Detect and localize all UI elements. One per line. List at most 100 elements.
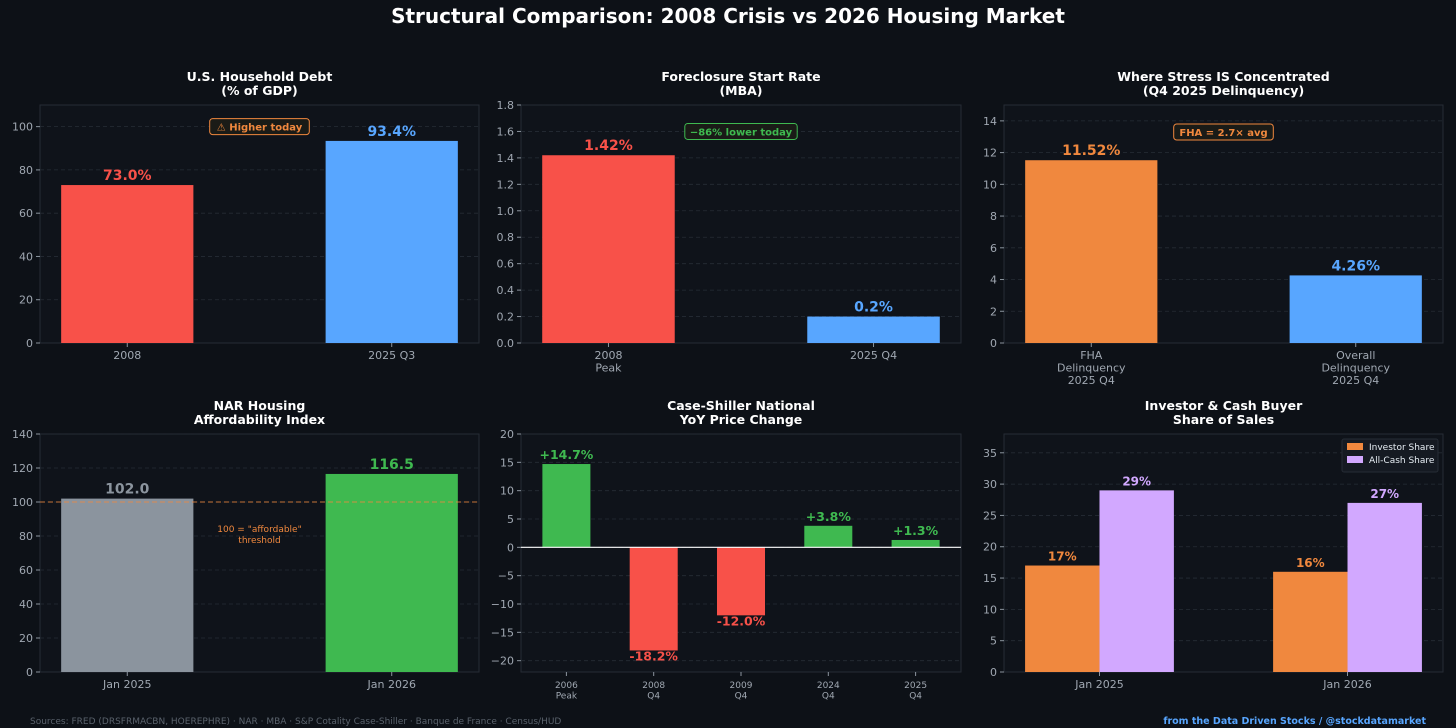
y-tick-label: 60 — [19, 564, 33, 577]
subplot-title: Investor & Cash Buyer Share of Sales — [1145, 398, 1303, 427]
bar — [542, 464, 591, 548]
y-tick-label: 0 — [26, 337, 33, 350]
y-tick-label: 1.4 — [497, 152, 515, 165]
data-label: 0.2% — [854, 300, 893, 316]
subplot-title: Where Stress IS Concentrated (Q4 2025 Del… — [1117, 69, 1329, 98]
data-label: 73.0% — [103, 168, 152, 184]
data-label: 1.42% — [584, 138, 633, 154]
y-tick-label: 10 — [500, 485, 514, 498]
data-label: 4.26% — [1331, 258, 1380, 274]
y-tick-label: 0 — [990, 337, 997, 350]
bar-investor-share — [1025, 565, 1100, 672]
bar — [61, 498, 194, 672]
bar — [1025, 160, 1158, 343]
y-tick-label: 2 — [990, 305, 997, 318]
subplot-4: NAR Housing Affordability Index 0 20 40 60 80 1… — [12, 398, 480, 691]
y-tick-label: 4 — [990, 274, 997, 287]
reference-line-label: 100 = "affordable" threshold — [217, 525, 301, 546]
y-tick-label: 15 — [500, 456, 514, 469]
data-label: 93.4% — [367, 124, 416, 140]
y-tick-label: −20 — [491, 655, 514, 668]
data-label: -12.0% — [717, 613, 766, 628]
annotation-box — [1173, 123, 1274, 141]
y-tick-label: 40 — [19, 598, 33, 611]
credit-footer: from the Data Driven Stocks / @stockdata… — [1163, 716, 1426, 727]
y-tick-label: 80 — [19, 164, 33, 177]
y-tick-label: 35 — [983, 447, 997, 460]
y-tick-label: −15 — [491, 626, 514, 639]
bar — [542, 155, 675, 343]
bar-all-cash-share — [1347, 502, 1422, 672]
legend-box — [1341, 438, 1439, 473]
legend-label: Investor Share — [1369, 443, 1435, 453]
data-label: 17% — [1048, 550, 1077, 564]
subplot-6: Investor & Cash Buyer Share of Sales 0 5 10 1… — [983, 398, 1444, 691]
data-label: 116.5 — [370, 457, 414, 473]
x-tick-label: 2008 Q4 — [642, 681, 665, 702]
bar — [807, 316, 940, 343]
y-tick-label: 30 — [983, 478, 997, 491]
y-tick-label: 5 — [990, 635, 997, 648]
bar — [629, 547, 678, 651]
subplot-5: Case-Shiller National YoY Price Change −20… — [491, 398, 962, 702]
data-label: 102.0 — [105, 482, 150, 498]
x-tick-label: 2008 Peak — [594, 349, 622, 375]
data-label: +3.8% — [806, 509, 852, 524]
y-tick-label: 120 — [12, 462, 33, 475]
y-tick-label: 20 — [983, 541, 997, 554]
x-tick-label: 2009 Q4 — [730, 681, 753, 702]
annotation-text: −86% lower today — [690, 127, 793, 138]
y-tick-label: 10 — [983, 178, 997, 191]
bar — [804, 525, 853, 548]
y-tick-label: 100 — [12, 496, 33, 509]
x-tick-label: FHA Delinquency 2025 Q4 — [1057, 349, 1126, 387]
x-tick-label: 2025 Q4 — [850, 349, 897, 362]
subplot-title: NAR Housing Affordability Index — [194, 398, 325, 427]
bar-all-cash-share — [1099, 490, 1174, 672]
y-tick-label: 15 — [983, 572, 997, 585]
data-label: 27% — [1370, 487, 1399, 501]
data-label: -18.2% — [629, 648, 678, 663]
subplot-title: Foreclosure Start Rate (MBA) — [661, 69, 820, 98]
legend-label: All-Cash Share — [1369, 456, 1435, 466]
subplot-3: Where Stress IS Concentrated (Q4 2025 Del… — [983, 69, 1444, 387]
y-tick-label: 0.2 — [497, 311, 515, 324]
y-tick-label: −5 — [498, 570, 514, 583]
subplot-title: U.S. Household Debt (% of GDP) — [187, 69, 333, 98]
legend: Investor Share All-Cash Share — [1341, 438, 1439, 473]
x-tick-label: Overall Delinquency 2025 Q4 — [1321, 349, 1390, 387]
y-tick-label: 5 — [507, 513, 514, 526]
y-tick-label: 12 — [983, 147, 997, 160]
annotation-text: ⚠ Higher today — [217, 123, 303, 134]
y-tick-label: 100 — [12, 121, 33, 134]
subplot-2: Foreclosure Start Rate (MBA) 0.0 0.2 0.4 0.6 0… — [497, 69, 962, 375]
annotation-box — [209, 118, 310, 136]
subplot-1: U.S. Household Debt (% of GDP) 0 20 40 60 80 10… — [12, 69, 480, 362]
x-tick-label: Jan 2025 — [1074, 678, 1123, 691]
y-tick-label: 6 — [990, 242, 997, 255]
y-tick-label: 0.0 — [497, 337, 515, 350]
y-tick-label: 8 — [990, 210, 997, 223]
annotation-text: FHA = 2.7× avg — [1179, 128, 1267, 139]
x-tick-label: 2025 Q3 — [368, 349, 415, 362]
x-tick-label: Jan 2026 — [1322, 678, 1371, 691]
annotation-box — [684, 122, 798, 140]
x-tick-label: 2024 Q4 — [817, 681, 840, 702]
y-tick-label: 0.8 — [497, 231, 515, 244]
y-tick-label: 20 — [500, 428, 514, 441]
y-tick-label: 1.2 — [497, 178, 515, 191]
x-tick-label: 2006 Peak — [555, 681, 578, 702]
figure-title: Structural Comparison: 2008 Crisis vs 20… — [391, 4, 1065, 28]
y-tick-label: 80 — [19, 530, 33, 543]
sources-footer: Sources: FRED (DRSFRMACBN, HOEREPHRE) · … — [30, 717, 561, 727]
data-label: +1.3% — [893, 523, 939, 538]
legend-swatch — [1347, 456, 1363, 463]
data-label: +14.7% — [539, 447, 593, 462]
bar — [61, 185, 194, 343]
x-tick-label: Jan 2025 — [102, 678, 151, 691]
y-tick-label: 0 — [990, 666, 997, 679]
y-tick-label: 140 — [12, 428, 33, 441]
data-label: 16% — [1296, 556, 1325, 570]
bar — [716, 547, 766, 616]
y-tick-label: 1.0 — [497, 205, 515, 218]
